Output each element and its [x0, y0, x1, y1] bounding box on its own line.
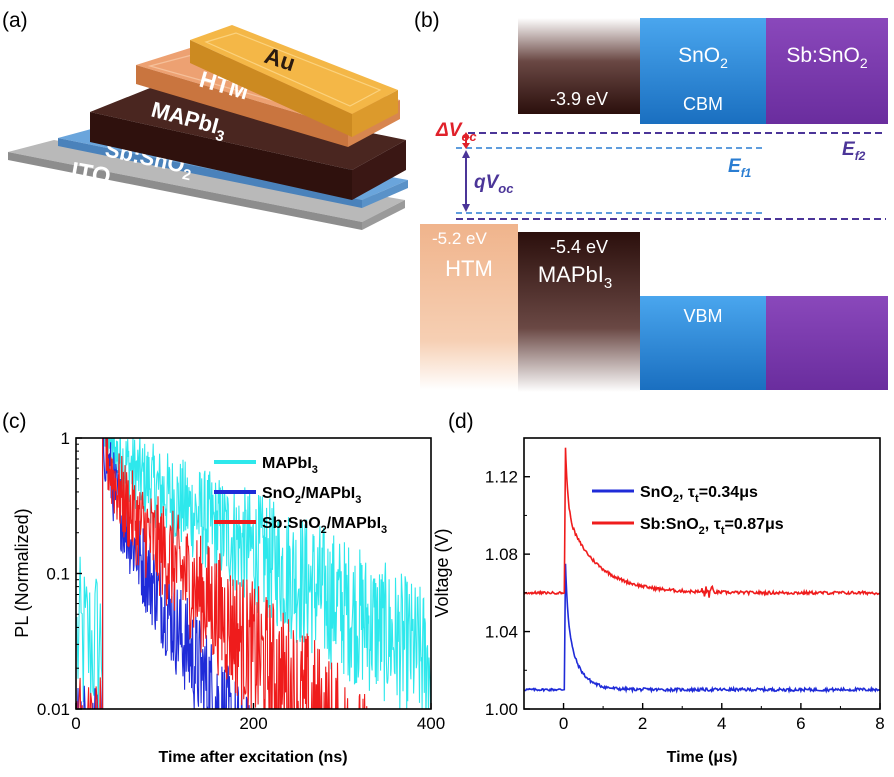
band-title-sno2: SnO2 — [678, 44, 728, 71]
voltage-x-axis-title: Time (μs) — [667, 749, 738, 766]
voltage-x-tick-label: 8 — [875, 714, 884, 733]
pl-y-tick-label: 0.01 — [37, 700, 70, 719]
voltage-y-axis-title: Voltage (V) — [432, 528, 452, 617]
pl-legend-label-3: Sb:SnO2/MAPbI3 — [262, 515, 387, 536]
voltage-transient-chart: 0 2 4 6 8 1.00 1.04 1.08 1.12 Time (μs) Voltage … — [432, 437, 885, 766]
band-box-mapbi3-vb — [518, 232, 640, 392]
pl-series-line-3 — [76, 438, 368, 709]
pl-series-line-1 — [76, 438, 431, 709]
band-label-cbm: CBM — [683, 94, 723, 114]
ef2-label: Ef2 — [842, 139, 866, 163]
voltage-x-tick-label: 4 — [717, 714, 726, 733]
pl-x-tick-label: 200 — [239, 714, 267, 733]
pl-legend: MAPbI3 SnO2/MAPbI3 Sb:SnO2/MAPbI3 — [214, 455, 387, 536]
voltage-legend-label-2: Sb:SnO2, τt=0.87μs — [640, 516, 784, 537]
delta-voc-arrow-head-down — [462, 143, 470, 149]
layer-label-ito: ITO — [69, 157, 113, 190]
pl-legend-label-1: MAPbI3 — [262, 455, 318, 476]
qvoc-arrow-head-down — [462, 204, 470, 212]
voltage-y-tick-label: 1.12 — [485, 468, 518, 487]
panel-label-d: (d) — [448, 410, 474, 433]
voltage-x-tick-label: 0 — [559, 714, 568, 733]
band-diagram: -3.9 eV SnO2 CBM Sb:SnO2 ΔVoc qVoc Ef1 E… — [420, 18, 888, 392]
band-value-mapbi3-vb: -5.4 eV — [550, 237, 608, 257]
pl-y-tick-label: 1 — [61, 429, 70, 448]
pl-x-axis-title: Time after excitation (ns) — [158, 749, 347, 766]
band-box-htm — [420, 224, 518, 390]
pl-x-tick-label: 0 — [71, 714, 80, 733]
voltage-y-tick-label: 1.00 — [485, 700, 518, 719]
band-title-mapbi3: MAPbI3 — [538, 262, 612, 292]
qvoc-arrow-head-up — [462, 150, 470, 158]
panel-label-c: (c) — [2, 410, 27, 433]
band-value-mapbi3-cb: -3.9 eV — [550, 89, 608, 109]
voltage-y-tick-label: 1.04 — [485, 623, 518, 642]
delta-voc-label: ΔVoc — [435, 120, 477, 144]
pl-x-tick-label: 400 — [417, 714, 445, 733]
ef1-label: Ef1 — [728, 156, 752, 180]
band-box-sb-sno2 — [766, 18, 888, 124]
layer-ito: ITO — [8, 140, 405, 230]
layer-au: Au — [190, 25, 398, 137]
delta-voc-arrow-head-up — [462, 132, 470, 138]
pl-y-axis-title: PL (Normalized) — [12, 508, 32, 637]
voltage-legend-label-1: SnO2, τt=0.34μs — [640, 484, 758, 505]
band-box-mapbi3-cb — [518, 18, 640, 114]
device-stack-illustration: ITO Sb:SnO2 MAPbI3 HTM — [8, 25, 408, 230]
pl-legend-label-2: SnO2/MAPbI3 — [262, 485, 361, 506]
band-value-htm: -5.2 eV — [432, 229, 487, 248]
voltage-plot-frame — [523, 437, 881, 710]
pl-decay-chart: 0 200 400 0.01 0.1 1 Time after excitation (n… — [12, 429, 445, 766]
band-title-sb-sno2: Sb:SnO2 — [786, 44, 868, 71]
voltage-legend: SnO2, τt=0.34μs Sb:SnO2, τt=0.87μs — [592, 484, 784, 537]
panel-label-a: (a) — [2, 9, 28, 32]
band-box-sno2 — [640, 18, 766, 124]
band-title-htm: HTM — [445, 256, 493, 281]
voltage-x-tick-label: 6 — [796, 714, 805, 733]
pl-series-line-2 — [76, 438, 250, 709]
voltage-y-tick-label: 1.08 — [485, 545, 518, 564]
panel-label-b: (b) — [414, 9, 440, 32]
voltage-series-line-1 — [524, 563, 880, 694]
voltage-x-tick-label: 2 — [638, 714, 647, 733]
band-box-vbm-sb-sno2 — [766, 296, 888, 390]
band-label-vbm: VBM — [683, 306, 722, 326]
pl-y-tick-label: 0.1 — [46, 565, 70, 584]
voltage-series-line-2 — [524, 447, 880, 598]
qvoc-label: qVoc — [474, 172, 514, 196]
band-box-vbm-sno2 — [640, 296, 766, 390]
